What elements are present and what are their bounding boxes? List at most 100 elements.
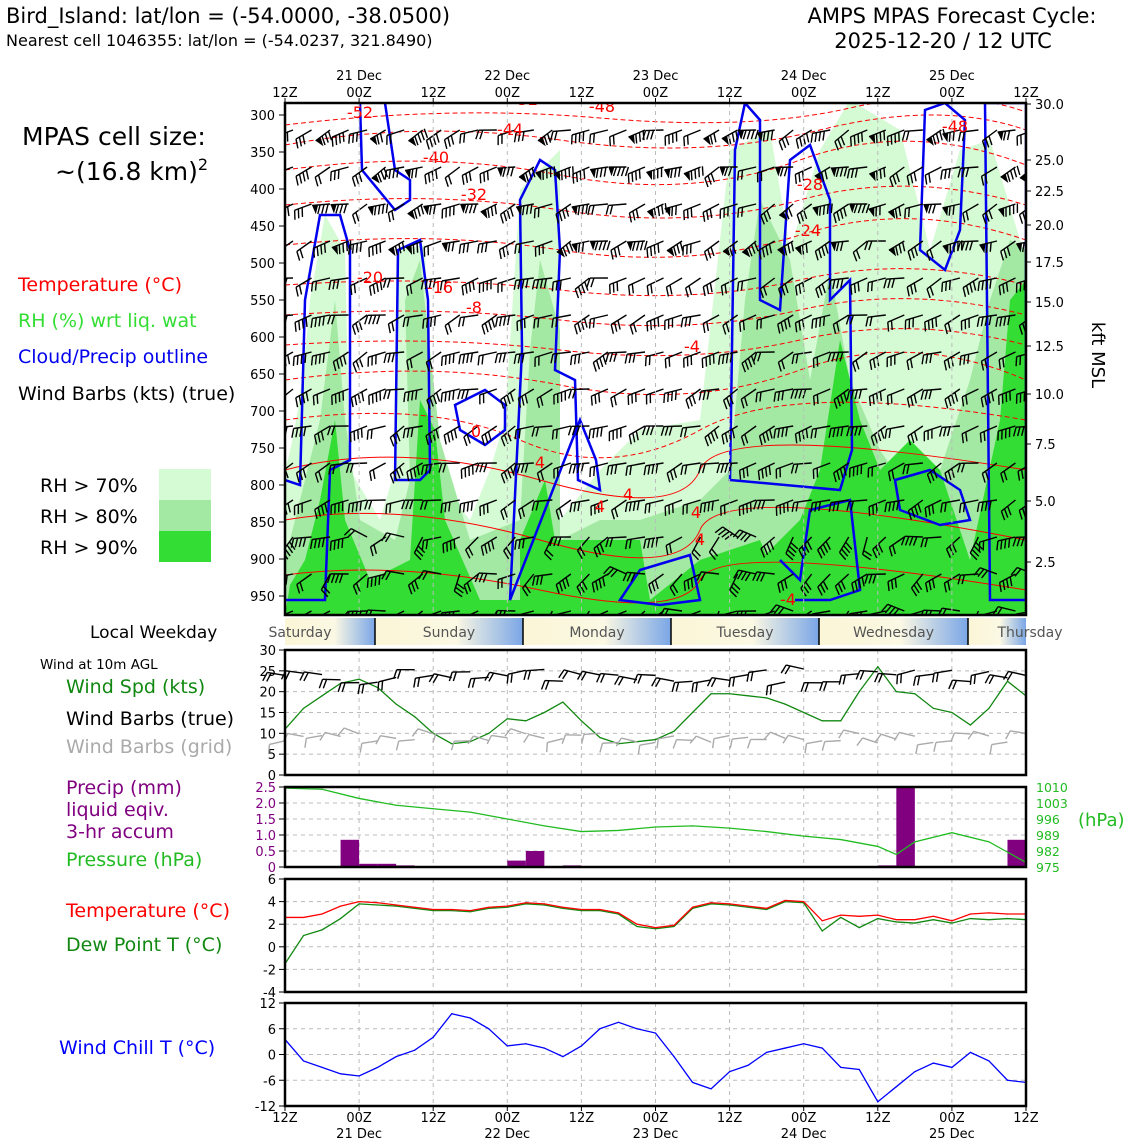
barb-shaft	[722, 240, 739, 253]
barb-flag	[387, 212, 391, 223]
t-contour	[285, 298, 1026, 327]
barb-flag	[672, 246, 677, 256]
barb-flag	[931, 578, 936, 589]
barb-flag	[475, 463, 480, 473]
upper-wind-barb	[425, 129, 442, 150]
barb-flag	[596, 673, 602, 683]
barb-flag	[928, 204, 933, 214]
barb-flag	[472, 280, 475, 291]
barb-flag	[427, 172, 431, 183]
barb-flag	[482, 393, 485, 404]
barb-flag	[910, 396, 914, 406]
barb-shaft	[285, 610, 294, 615]
barb-flag	[988, 500, 992, 511]
barb-flag	[565, 577, 570, 587]
barb-shaft	[407, 610, 424, 615]
barb-flag	[350, 397, 354, 408]
barb-flag	[783, 503, 785, 514]
wind-speed-line-point	[414, 716, 416, 718]
barb-shaft	[426, 129, 442, 141]
surface-barb-true	[671, 680, 693, 692]
barb-shaft	[942, 166, 961, 171]
temperature-line-point	[654, 926, 657, 929]
barb-flag	[872, 505, 875, 515]
upper-wind-barb	[887, 462, 905, 482]
barb-flag	[779, 167, 784, 177]
upper-wind-barb	[381, 570, 405, 581]
upper-wind-barb	[569, 499, 590, 513]
barb-flag	[1016, 537, 1021, 547]
temperature-line-point	[562, 906, 564, 908]
barb-flag	[836, 278, 840, 289]
barb-flag	[816, 357, 819, 367]
upper-wind-barb	[867, 462, 886, 478]
barb-flag	[298, 395, 302, 406]
barb-flag	[805, 428, 809, 439]
barb-flag	[657, 317, 660, 327]
windchill-line-point	[414, 1049, 416, 1051]
barb-shaft	[941, 425, 960, 429]
barb-flag	[928, 389, 933, 400]
barb-shaft	[1000, 499, 1016, 512]
barb-flag	[802, 430, 805, 440]
barb-flag	[497, 579, 499, 590]
upper-wind-barb	[295, 462, 312, 483]
barb-flag	[370, 577, 373, 587]
barb-flag	[1019, 355, 1022, 366]
barb-flag	[413, 467, 417, 478]
upper-wind-barb	[682, 351, 701, 368]
barb-flag	[600, 427, 603, 437]
barb-flag	[617, 676, 624, 686]
barb-flag	[440, 503, 443, 514]
barb-flag	[695, 682, 698, 692]
upper-wind-barb	[438, 462, 460, 473]
barb-flag	[523, 734, 530, 743]
barb-shaft	[406, 351, 424, 362]
upper-wind-barb	[833, 462, 850, 483]
barb-flag	[916, 675, 921, 686]
barb-flag	[925, 354, 929, 364]
barb-shaft	[386, 388, 405, 391]
upper-wind-barb	[666, 240, 684, 257]
barb-shaft	[627, 499, 646, 504]
upper-wind-barb	[679, 425, 701, 438]
wind-spd-label: Wind Spd (kts)	[66, 676, 205, 698]
barb-flag	[425, 140, 430, 150]
barb-flag	[295, 138, 299, 149]
barb-flag	[516, 321, 519, 332]
barb-flag	[822, 316, 826, 326]
barb-flag	[1007, 315, 1011, 326]
barb-flag	[409, 499, 414, 510]
upper-wind-barb	[497, 573, 516, 590]
barb-flag	[810, 429, 814, 439]
barb-flag	[435, 133, 440, 143]
barb-flag	[781, 286, 786, 296]
barb-flag	[447, 175, 453, 185]
barb-flag	[444, 392, 447, 402]
barb-flag	[499, 214, 504, 224]
barb-flag	[444, 325, 449, 335]
barb-shaft	[497, 129, 516, 137]
barb-flag	[342, 243, 345, 253]
barb-flag	[420, 465, 425, 475]
barb-flag	[643, 240, 648, 251]
surface-barb-true	[428, 673, 452, 684]
t-contour	[285, 328, 1026, 357]
windchill-line-point	[784, 1047, 786, 1049]
barb-shaft	[330, 462, 349, 466]
upper-wind-barb	[331, 388, 349, 405]
barb-flag	[1017, 471, 1021, 481]
barb-shaft	[942, 240, 961, 248]
barb-flag	[646, 248, 649, 258]
surface-barb-grid	[523, 733, 545, 743]
surface-barb-grid	[599, 741, 619, 753]
barb-flag	[589, 467, 592, 478]
barb-flag	[448, 671, 453, 682]
barb-flag	[839, 209, 844, 219]
barb-flag	[386, 135, 388, 145]
barb-flag	[770, 130, 774, 140]
barb-flag	[834, 585, 840, 596]
surface-barb-true	[558, 669, 582, 680]
upper-wind-barb	[684, 277, 701, 298]
barb-flag	[901, 131, 906, 141]
